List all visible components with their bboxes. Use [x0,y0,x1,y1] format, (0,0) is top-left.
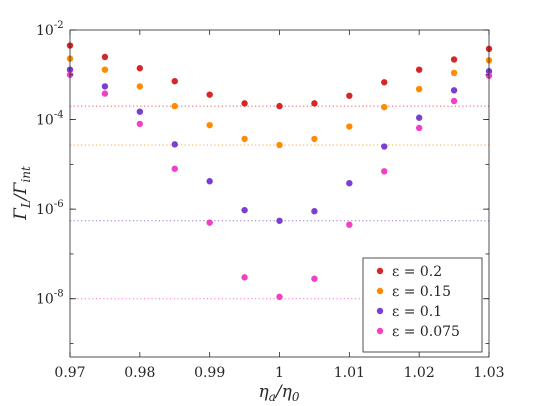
x-tick-label: 1.01 [334,365,365,381]
legend-box [362,257,483,353]
y-axis-label: ΓL/Γint [11,166,33,221]
data-point-series-3 [311,275,318,282]
x-tick-label: 0.99 [194,365,225,381]
legend-marker-eps-0.2 [376,267,384,275]
data-point-series-1 [311,135,318,143]
legend-marker-eps-0.15 [376,287,384,295]
legend-label-eps-0.075: ε = 0.075 [392,324,460,340]
data-point-series-3 [346,221,353,228]
data-point-series-0 [101,53,109,61]
data-point-series-1 [381,103,388,111]
data-point-series-2 [311,208,318,215]
data-point-series-0 [241,100,248,107]
data-point-series-3 [415,124,423,132]
x-axis-label: ηa/η0 [259,382,300,404]
data-point-series-2 [415,114,423,121]
data-point-series-1 [241,135,248,143]
data-point-series-2 [450,87,458,94]
data-point-series-1 [171,102,178,110]
data-point-series-1 [346,123,353,130]
legend-marker-eps-0.075 [376,327,384,335]
x-axis-ticks: 0.97 0.98 0.99 1 1.01 1.02 1.03 [54,30,505,381]
data-point-series-3 [450,97,458,105]
data-point-series-3 [171,165,178,172]
data-point-series-1 [276,141,283,149]
x-tick-label: 1.03 [473,365,504,381]
y-tick-label: 10-8 [36,289,64,308]
data-point-series-2 [241,206,248,214]
data-point-series-2 [276,217,283,224]
data-point-series-0 [136,65,144,72]
x-tick-label: 1.02 [404,365,435,381]
data-point-series-3 [136,120,144,128]
data-point-series-0 [415,66,423,73]
y-tick-label: 10-6 [36,199,64,218]
y-tick-label: 10-2 [36,20,64,39]
legend-marker-eps-0.1 [376,307,384,315]
data-point-series-2 [171,141,178,148]
y-axis-ticks: 10-8 10-6 10-4 10-2 [36,20,489,344]
legend-label-eps-0.15: ε = 0.15 [392,284,451,300]
data-point-series-4 [276,293,283,301]
data-point-series-2 [346,179,353,187]
data-point-series-2 [136,108,144,115]
data-point-series-3 [241,274,248,281]
legend-label-eps-0.1: ε = 0.1 [392,304,442,320]
y-tick-label: 10-4 [36,110,64,129]
x-tick-label: 1 [275,365,284,381]
data-point-series-2 [101,83,109,90]
data-point-series-0 [346,92,353,99]
data-point-series-1 [206,121,213,129]
data-point-series-0 [276,102,283,110]
data-point-series-3 [381,168,388,175]
data-point-series-1 [415,85,423,93]
data-point-series-1 [450,69,458,77]
x-tick-label: 0.98 [124,365,155,381]
data-point-series-0 [206,91,213,98]
data-point-series-0 [311,100,318,107]
legend: ε = 0.2 ε = 0.15 ε = 0.1 ε = 0.075 [362,257,483,353]
data-point-series-0 [171,77,178,85]
data-point-series-0 [381,79,388,86]
x-tick-label: 0.97 [54,365,85,381]
data-point-series-3 [206,219,213,226]
legend-label-eps-0.2: ε = 0.2 [392,264,442,280]
data-point-series-2 [381,143,388,150]
data-point-series-1 [101,66,109,73]
data-point-series-3 [101,90,109,97]
data-point-series-1 [136,83,144,90]
data-point-series-0 [450,56,458,63]
data-point-series-2 [206,178,213,185]
